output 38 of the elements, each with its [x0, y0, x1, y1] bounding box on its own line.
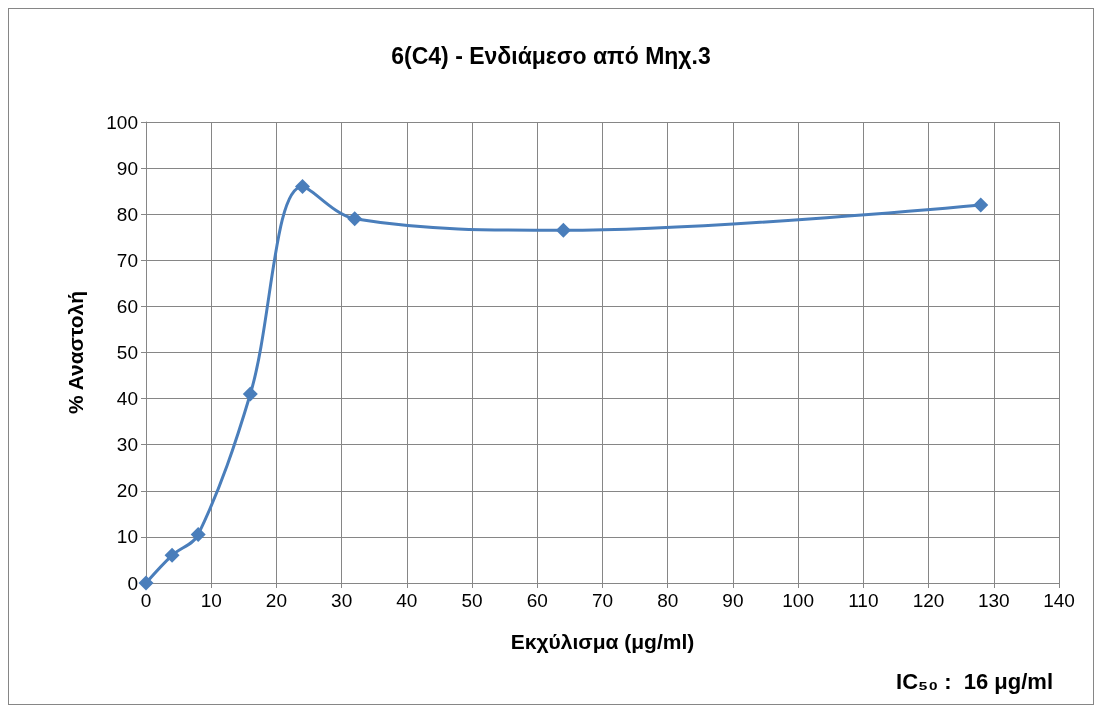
y-tick-label: 100 — [106, 111, 138, 133]
point — [973, 197, 989, 213]
point — [138, 575, 154, 591]
point — [242, 386, 258, 402]
x-tick-label: 130 — [977, 590, 1010, 611]
x-tick-label: 110 — [848, 590, 879, 611]
y-tick-label: 40 — [116, 388, 138, 410]
x-tick-label: 60 — [526, 590, 548, 611]
y-tick-label: 20 — [116, 480, 138, 502]
y-tick-label: 10 — [116, 526, 138, 548]
x-tick-label: 70 — [591, 590, 614, 611]
x-tick-label: 100 — [782, 590, 814, 611]
x-tick-label: 40 — [396, 590, 418, 611]
x-tick-label: 120 — [912, 590, 945, 611]
point — [164, 547, 180, 563]
point — [190, 527, 206, 543]
point — [347, 211, 363, 227]
y-axis-title: % Αναστολή — [64, 290, 87, 415]
x-tick-label: 80 — [657, 590, 679, 611]
x-tick-label: 10 — [200, 590, 222, 611]
x-tick-label: 90 — [722, 590, 744, 611]
x-tick-label: 50 — [461, 590, 483, 611]
y-tick-label: 30 — [116, 434, 138, 456]
point — [555, 222, 571, 238]
y-tick-label: 50 — [116, 342, 138, 363]
chart-title: 6(C4) - Ενδιάμεσο από Μηχ.3 — [391, 42, 711, 69]
x-axis-title: Εκχύλισμα (μg/ml) — [510, 630, 695, 653]
point — [295, 179, 311, 195]
y-tick-label: 60 — [116, 295, 138, 317]
y-tick-label: 70 — [116, 249, 138, 271]
y-tick-label: 90 — [116, 157, 138, 179]
x-tick-label: 0 — [140, 590, 152, 611]
y-tick-label: 0 — [127, 572, 138, 594]
x-tick-label: 140 — [1043, 590, 1075, 611]
x-tick-label: 30 — [331, 590, 353, 611]
text: IC₅₀ : 16 μg/ml — [896, 668, 1053, 694]
y-tick-label: 80 — [116, 203, 138, 225]
x-tick-label: 20 — [265, 590, 287, 611]
